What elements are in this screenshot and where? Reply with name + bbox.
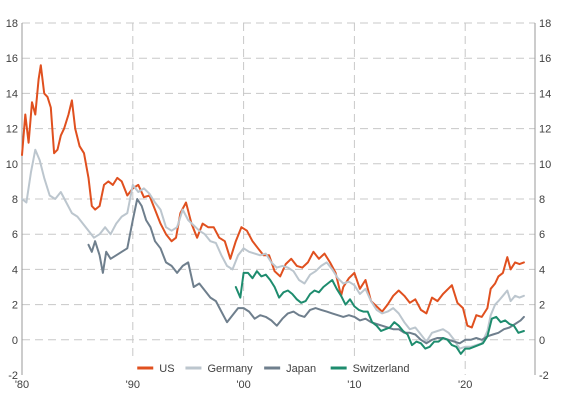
y-tick-label-right: -2 [539, 370, 549, 382]
y-tick-label-left: 4 [12, 264, 18, 276]
y-tick-label-left: 14 [6, 88, 18, 100]
y-tick-label-right: 10 [539, 159, 551, 171]
axes: -2 -2 0 0 2 2 4 4 6 6 8 8 10 10 12 12 14 14 16 16 18 18 '80 '90… [6, 18, 552, 391]
y-tick-label-left: 18 [6, 18, 18, 30]
y-tick-label-right: 2 [539, 300, 545, 312]
legend-label-switzerland: Switzerland [353, 363, 410, 375]
legend-label-us: US [159, 363, 174, 375]
x-tick-label: '20 [458, 379, 472, 391]
series-line-germany [21, 148, 525, 350]
y-tick-label-left: -2 [8, 370, 18, 382]
y-tick-label-right: 0 [539, 335, 545, 347]
x-tick-label: '10 [347, 379, 361, 391]
y-tick-label-right: 4 [539, 264, 545, 276]
y-tick-label-left: 16 [6, 53, 18, 65]
legend: US Germany Japan Switzerland [131, 359, 426, 377]
legend-label-germany: Germany [207, 363, 253, 375]
x-tick-label: '00 [236, 379, 250, 391]
y-tick-label-left: 12 [6, 124, 18, 136]
y-tick-label-right: 12 [539, 124, 551, 136]
y-tick-label-right: 14 [539, 88, 551, 100]
y-tick-label-left: 0 [12, 335, 18, 347]
legend-label-japan: Japan [286, 363, 316, 375]
y-tick-label-left: 8 [12, 194, 18, 206]
y-tick-label-left: 2 [12, 300, 18, 312]
series-line-switzerland [234, 270, 525, 355]
y-tick-label-left: 6 [12, 229, 18, 241]
x-tick-label: '90 [126, 379, 140, 391]
y-tick-label-left: 10 [6, 159, 18, 171]
y-tick-label-right: 6 [539, 229, 545, 241]
y-tick-label-right: 16 [539, 53, 551, 65]
y-tick-label-right: 18 [539, 18, 551, 30]
x-tick-label: '80 [15, 379, 29, 391]
y-tick-label-right: 8 [539, 194, 545, 206]
series-line-japan [87, 198, 525, 345]
grid [22, 22, 535, 375]
series-lines [21, 64, 525, 355]
series-line-us [21, 64, 525, 329]
